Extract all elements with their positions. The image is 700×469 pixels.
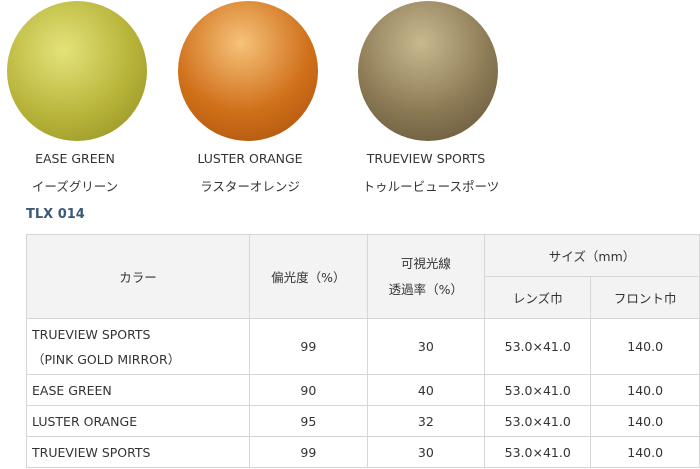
lens-name-ja: ラスターオレンジ	[200, 179, 300, 194]
lens-swatch-ease-green	[7, 1, 147, 141]
model-title: TLX 014	[26, 207, 85, 222]
header-front-width: フロント巾	[590, 276, 700, 319]
lens-name-ja: トゥルービュースポーツ	[362, 179, 500, 194]
table-row: TRUEVIEW SPORTS （PINK GOLD MIRROR） 99 30 53…	[25, 318, 700, 375]
lens-name-ja: イーズグリーン	[31, 179, 119, 194]
header-size: サイズ（mm）	[484, 234, 700, 277]
lens-swatch-luster-orange	[178, 1, 318, 141]
header-polarization: 偏光度（%）	[249, 234, 368, 319]
table-row: LUSTER ORANGE 95 32 53.0×41.0 140.0	[25, 405, 700, 437]
lens-name-en: EASE GREEN	[35, 151, 115, 166]
lens-name-en: LUSTER ORANGE	[197, 151, 303, 166]
table-row: EASE GREEN 90 40 53.0×41.0 140.0	[25, 374, 700, 406]
header-transmission: 可視光線 透過率（%）	[366, 234, 486, 319]
table-row: TRUEVIEW SPORTS 99 30 53.0×41.0 140.0	[25, 436, 700, 468]
spec-table: カラー 偏光度（%） 可視光線 透過率（%） サイズ（mm） レンズ巾 フロント巾…	[25, 234, 700, 468]
lens-name-en: TRUEVIEW SPORTS	[366, 151, 486, 166]
header-color: カラー	[25, 234, 251, 319]
header-lens-width: レンズ巾	[484, 276, 592, 319]
lens-swatch-trueview-sports	[358, 1, 498, 141]
